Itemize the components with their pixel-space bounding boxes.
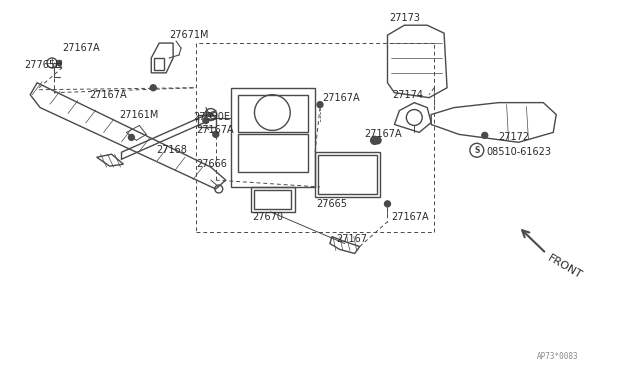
Text: 27167A: 27167A (322, 93, 360, 103)
Text: FRONT: FRONT (547, 253, 584, 281)
Text: 27990E: 27990E (193, 112, 230, 122)
Text: 27765H: 27765H (24, 60, 63, 70)
Circle shape (371, 137, 378, 144)
Circle shape (150, 85, 156, 91)
Circle shape (129, 134, 134, 140)
Text: 27173: 27173 (390, 13, 420, 23)
Text: 27172: 27172 (499, 132, 530, 142)
Text: 27670: 27670 (253, 212, 284, 222)
Text: 27167A: 27167A (62, 43, 100, 53)
Text: 27665: 27665 (316, 199, 347, 209)
Circle shape (317, 102, 323, 108)
Circle shape (482, 132, 488, 138)
Circle shape (209, 113, 213, 116)
Circle shape (374, 137, 381, 144)
Text: 27666: 27666 (196, 159, 227, 169)
Text: 27167: 27167 (336, 234, 367, 244)
Text: S: S (474, 146, 479, 155)
Text: 27168: 27168 (156, 145, 187, 155)
Text: 27167A: 27167A (392, 212, 429, 222)
Text: 27167A: 27167A (90, 90, 127, 100)
Text: 08510-61623: 08510-61623 (487, 147, 552, 157)
Text: 27167A: 27167A (365, 129, 403, 140)
Circle shape (56, 60, 61, 65)
Circle shape (385, 201, 390, 207)
Circle shape (203, 118, 209, 124)
Text: 27167A: 27167A (196, 125, 234, 135)
Text: 27174: 27174 (392, 90, 424, 100)
Text: 27671M: 27671M (169, 30, 209, 40)
Text: AP73*0083: AP73*0083 (536, 352, 578, 361)
Text: 27161M: 27161M (120, 109, 159, 119)
Circle shape (213, 131, 219, 137)
